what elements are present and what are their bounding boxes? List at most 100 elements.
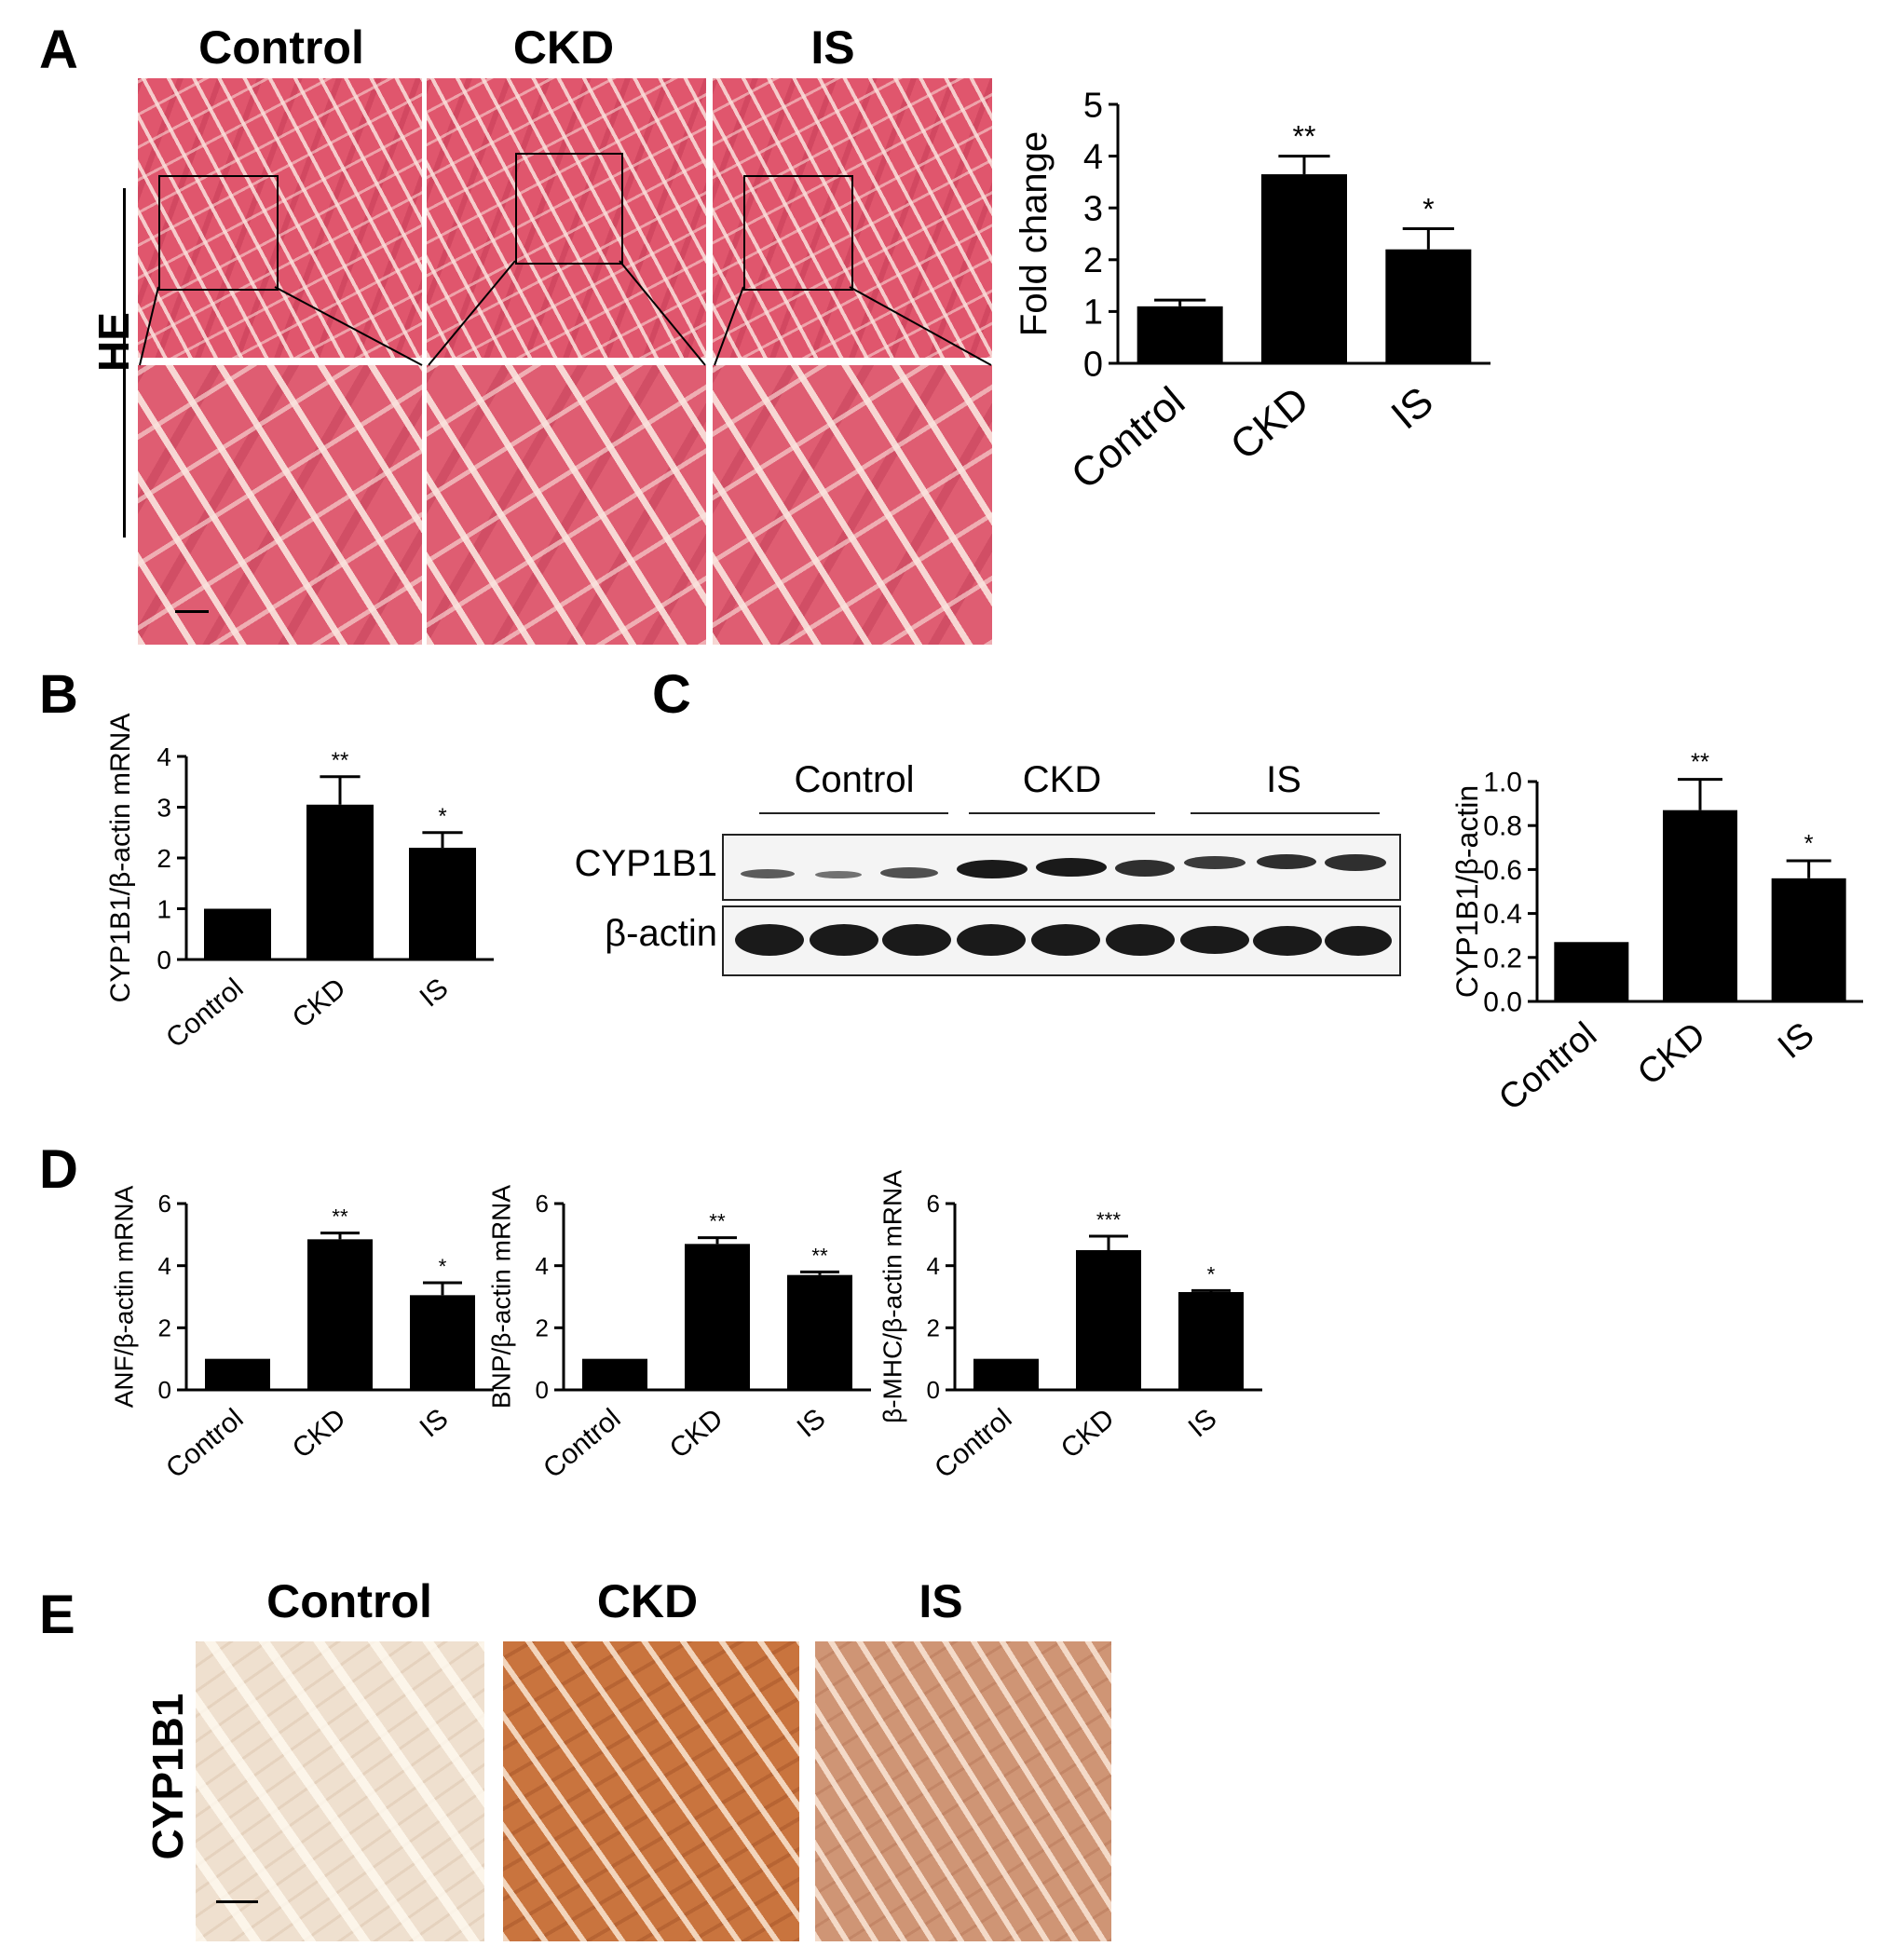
x-category-label: Control [160, 1403, 249, 1484]
panel-a-side-bracket [123, 188, 126, 538]
bar [307, 1239, 373, 1390]
y-tick-label: 5 [1083, 86, 1103, 125]
x-category-label: IS [1771, 1015, 1822, 1067]
blot-strip-beta-actin [722, 905, 1401, 976]
y-tick-label: 0.4 [1483, 899, 1522, 930]
x-category-label: Control [160, 973, 249, 1054]
x-category-label: Control [538, 1403, 626, 1484]
ihc-image-control [196, 1641, 484, 1941]
blot-group-label-is: IS [1266, 759, 1301, 800]
significance-marker: * [1422, 192, 1434, 225]
y-tick-label: 2 [927, 1313, 940, 1341]
significance-marker: * [438, 804, 446, 829]
y-tick-label: 1.0 [1483, 768, 1522, 798]
bar [1385, 249, 1472, 363]
bar [787, 1274, 852, 1390]
blot-row-label-beta-actin: β-actin [605, 913, 717, 954]
x-category-label: CKD [1222, 378, 1318, 469]
panel-e-title-control: Control [266, 1575, 432, 1627]
blot-band [1253, 926, 1322, 956]
x-category-label: CKD [664, 1403, 729, 1464]
y-tick-label: 0.8 [1483, 811, 1522, 842]
ihc-image-is [815, 1641, 1111, 1941]
y-tick-label: 3 [157, 793, 171, 822]
panel-a-bar-chart: 0 1 2 3 4 5 Fold change Control ** CKD * IS [1014, 86, 1490, 498]
x-category-label: IS [415, 973, 455, 1014]
bar [1554, 942, 1629, 1001]
significance-marker: ** [1691, 750, 1709, 776]
panel-b-bar-chart: 0 1 2 3 4 CYP1B1/β-actin mRNA Control ** CKD * IS [105, 714, 494, 1055]
blot-strip-cyp1b1 [722, 834, 1401, 901]
bar [410, 1295, 475, 1390]
blot-group-line-ckd [969, 812, 1155, 814]
roi-box-is [743, 175, 853, 291]
blot-band [1031, 924, 1100, 956]
panel-a-title-control: Control [198, 21, 364, 74]
y-tick-label: 1 [1083, 293, 1103, 333]
blot-group-label-ckd: CKD [1022, 759, 1102, 800]
x-category-label: IS [1183, 1403, 1223, 1444]
blot-band [882, 924, 951, 956]
x-category-label: CKD [287, 1403, 352, 1464]
y-tick-label: 4 [927, 1252, 940, 1280]
y-tick-label: 0 [1083, 345, 1103, 384]
blot-group-line-is [1191, 812, 1380, 814]
x-category-label: Control [929, 1403, 1017, 1484]
significance-marker: ** [332, 748, 349, 773]
blot-group-line-control [759, 812, 948, 814]
panel-a-title-ckd: CKD [512, 21, 615, 74]
he-image-ckd-overview [427, 78, 706, 358]
y-tick-label: 3 [1083, 190, 1103, 229]
y-tick-label: 0 [927, 1376, 940, 1404]
y-tick-label: 2 [536, 1313, 549, 1341]
y-tick-label: 0.0 [1483, 987, 1522, 1018]
blot-band [957, 860, 1028, 878]
roi-box-ckd [515, 153, 623, 265]
significance-marker: ** [811, 1244, 828, 1267]
bar [409, 848, 476, 960]
x-category-label: IS [415, 1403, 455, 1444]
significance-marker: * [1804, 831, 1814, 857]
y-tick-label: 6 [158, 1190, 171, 1218]
blot-band [880, 867, 938, 878]
y-tick-label: 4 [536, 1252, 549, 1280]
y-tick-label: 6 [927, 1190, 940, 1218]
blot-band [1325, 854, 1386, 871]
blot-band [1180, 926, 1249, 954]
he-image-control-zoom [138, 365, 422, 645]
panel-d-bmhc-bar-chart: 0 2 4 6 β-MHC/β-actin mRNA Control *** CKD * IS [878, 1170, 1262, 1485]
blot-band [1257, 854, 1316, 869]
panel-label-d: D [39, 1139, 78, 1200]
he-image-is-zoom [713, 365, 992, 645]
blot-row-label-cyp1b1: CYP1B1 [574, 843, 717, 884]
panel-label-e: E [39, 1585, 75, 1645]
scale-bar-panel-a [175, 610, 209, 613]
y-axis-label: ANF/β-actin mRNA [109, 1185, 138, 1408]
blot-band [1184, 856, 1245, 869]
blot-band [1115, 860, 1175, 877]
x-category-label: CKD [1630, 1015, 1712, 1094]
bar [1178, 1292, 1244, 1390]
panel-e-title-is: IS [919, 1575, 963, 1627]
x-category-label: IS [792, 1403, 832, 1444]
significance-marker: ** [709, 1210, 726, 1233]
y-axis-label: CYP1B1/β-actin [1450, 785, 1484, 998]
bar [1076, 1250, 1141, 1390]
y-axis-label: β-MHC/β-actin mRNA [878, 1170, 906, 1423]
y-axis-label: CYP1B1/β-actin mRNA [105, 714, 136, 1003]
x-category-label: Control [1063, 378, 1193, 498]
blot-band [815, 871, 862, 878]
y-tick-label: 0 [536, 1376, 549, 1404]
blot-band [1325, 926, 1392, 956]
bar [306, 804, 374, 960]
blot-band [1106, 924, 1175, 956]
bar [204, 908, 271, 960]
bar [582, 1358, 647, 1390]
significance-marker: * [1207, 1262, 1216, 1286]
he-image-control-overview [138, 78, 422, 358]
y-tick-label: 2 [158, 1313, 171, 1341]
bar [1771, 878, 1846, 1001]
blot-band [1036, 858, 1107, 877]
y-tick-label: 0.6 [1483, 855, 1522, 886]
